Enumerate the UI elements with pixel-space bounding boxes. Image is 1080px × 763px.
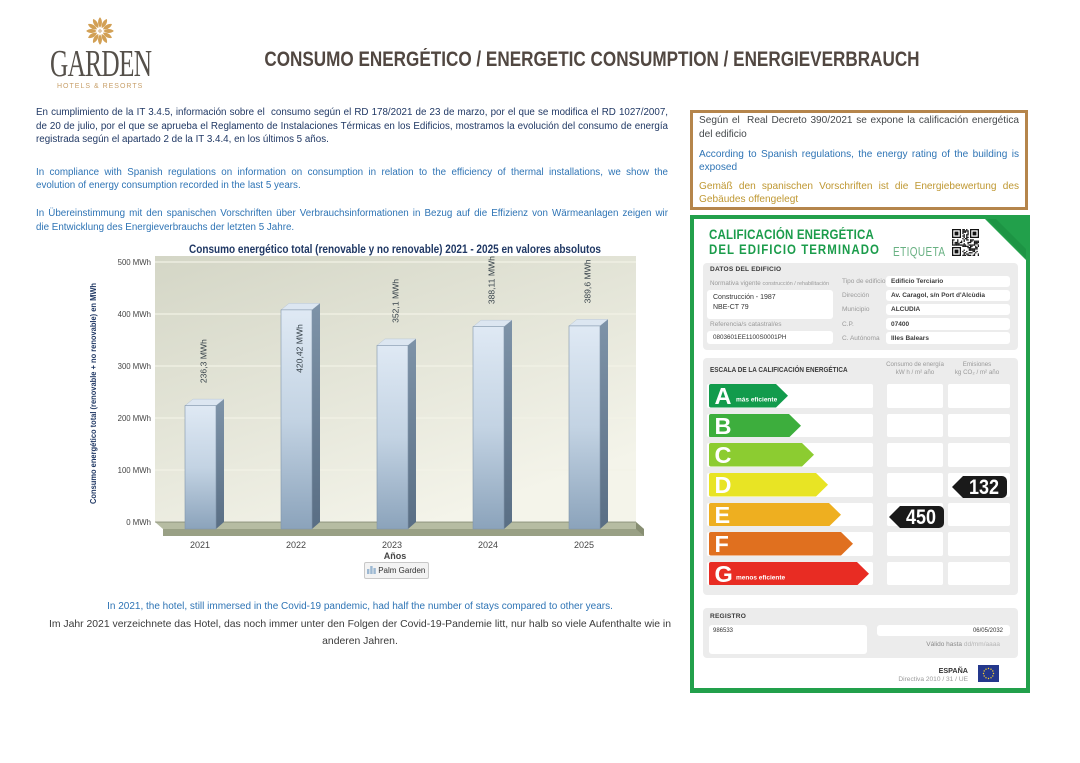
svg-text:Consumo energético total (reno: Consumo energético total (renovable y no… — [189, 244, 601, 256]
svg-text:352,1 MWh: 352,1 MWh — [391, 279, 401, 323]
svg-text:A: A — [714, 384, 731, 408]
svg-text:100 MWh: 100 MWh — [118, 466, 151, 475]
svg-text:D: D — [714, 473, 731, 497]
svg-text:389,6 MWh: 389,6 MWh — [583, 259, 593, 303]
svg-text:C: C — [714, 443, 731, 467]
svg-text:menos eficiente: menos eficiente — [736, 574, 786, 581]
svg-text:0 MWh: 0 MWh — [126, 518, 151, 527]
svg-text:F: F — [714, 532, 728, 556]
svg-text:132: 132 — [969, 476, 999, 498]
svg-text:400 MWh: 400 MWh — [118, 310, 151, 319]
svg-text:2023: 2023 — [382, 540, 402, 550]
svg-text:Años: Años — [384, 551, 407, 561]
svg-text:2024: 2024 — [478, 540, 498, 550]
svg-text:B: B — [714, 414, 731, 438]
svg-text:2025: 2025 — [574, 540, 594, 550]
svg-text:2022: 2022 — [286, 540, 306, 550]
svg-text:Consumo energético total (reno: Consumo energético total (renovable + no… — [89, 283, 98, 504]
svg-text:2021: 2021 — [190, 540, 210, 550]
svg-text:236,3 MWh: 236,3 MWh — [199, 339, 209, 383]
svg-text:más eficiente: más eficiente — [736, 397, 778, 404]
svg-text:E: E — [714, 503, 730, 527]
svg-text:300 MWh: 300 MWh — [118, 362, 151, 371]
svg-text:500 MWh: 500 MWh — [118, 258, 151, 267]
svg-text:G: G — [714, 562, 732, 586]
svg-text:450: 450 — [906, 506, 936, 528]
svg-text:200 MWh: 200 MWh — [118, 414, 151, 423]
svg-text:388,11 MWh: 388,11 MWh — [487, 256, 497, 304]
svg-text:420,42 MWh: 420,42 MWh — [295, 324, 305, 373]
